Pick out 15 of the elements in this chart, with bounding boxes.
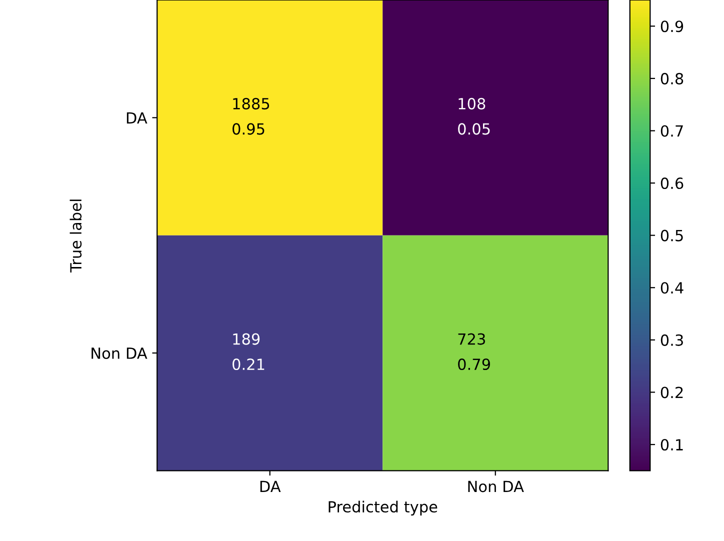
color-bar-label: 0.7 [660, 125, 683, 137]
data-label: 723 0.79 [458, 333, 490, 370]
color-bar-label: 0.2 [660, 386, 683, 398]
data-label: 189 0.21 [232, 333, 264, 370]
color-bar-label: 0.6 [660, 178, 684, 190]
color-bar-label: 0.1 [660, 438, 683, 451]
color-bar-label: 0.8 [660, 72, 684, 84]
x-axis-title: Predicted type [328, 500, 438, 516]
color-bar-label: 0.5 [660, 230, 683, 242]
color-bar-label: 0.9 [660, 20, 684, 32]
data-label: 1885 0.95 [232, 98, 270, 135]
color-bar-label: 0.4 [660, 282, 684, 294]
y-axis-title: True label [70, 200, 82, 273]
data-label: 108 0.05 [458, 98, 490, 135]
color-bar-label: 0.3 [660, 334, 683, 346]
